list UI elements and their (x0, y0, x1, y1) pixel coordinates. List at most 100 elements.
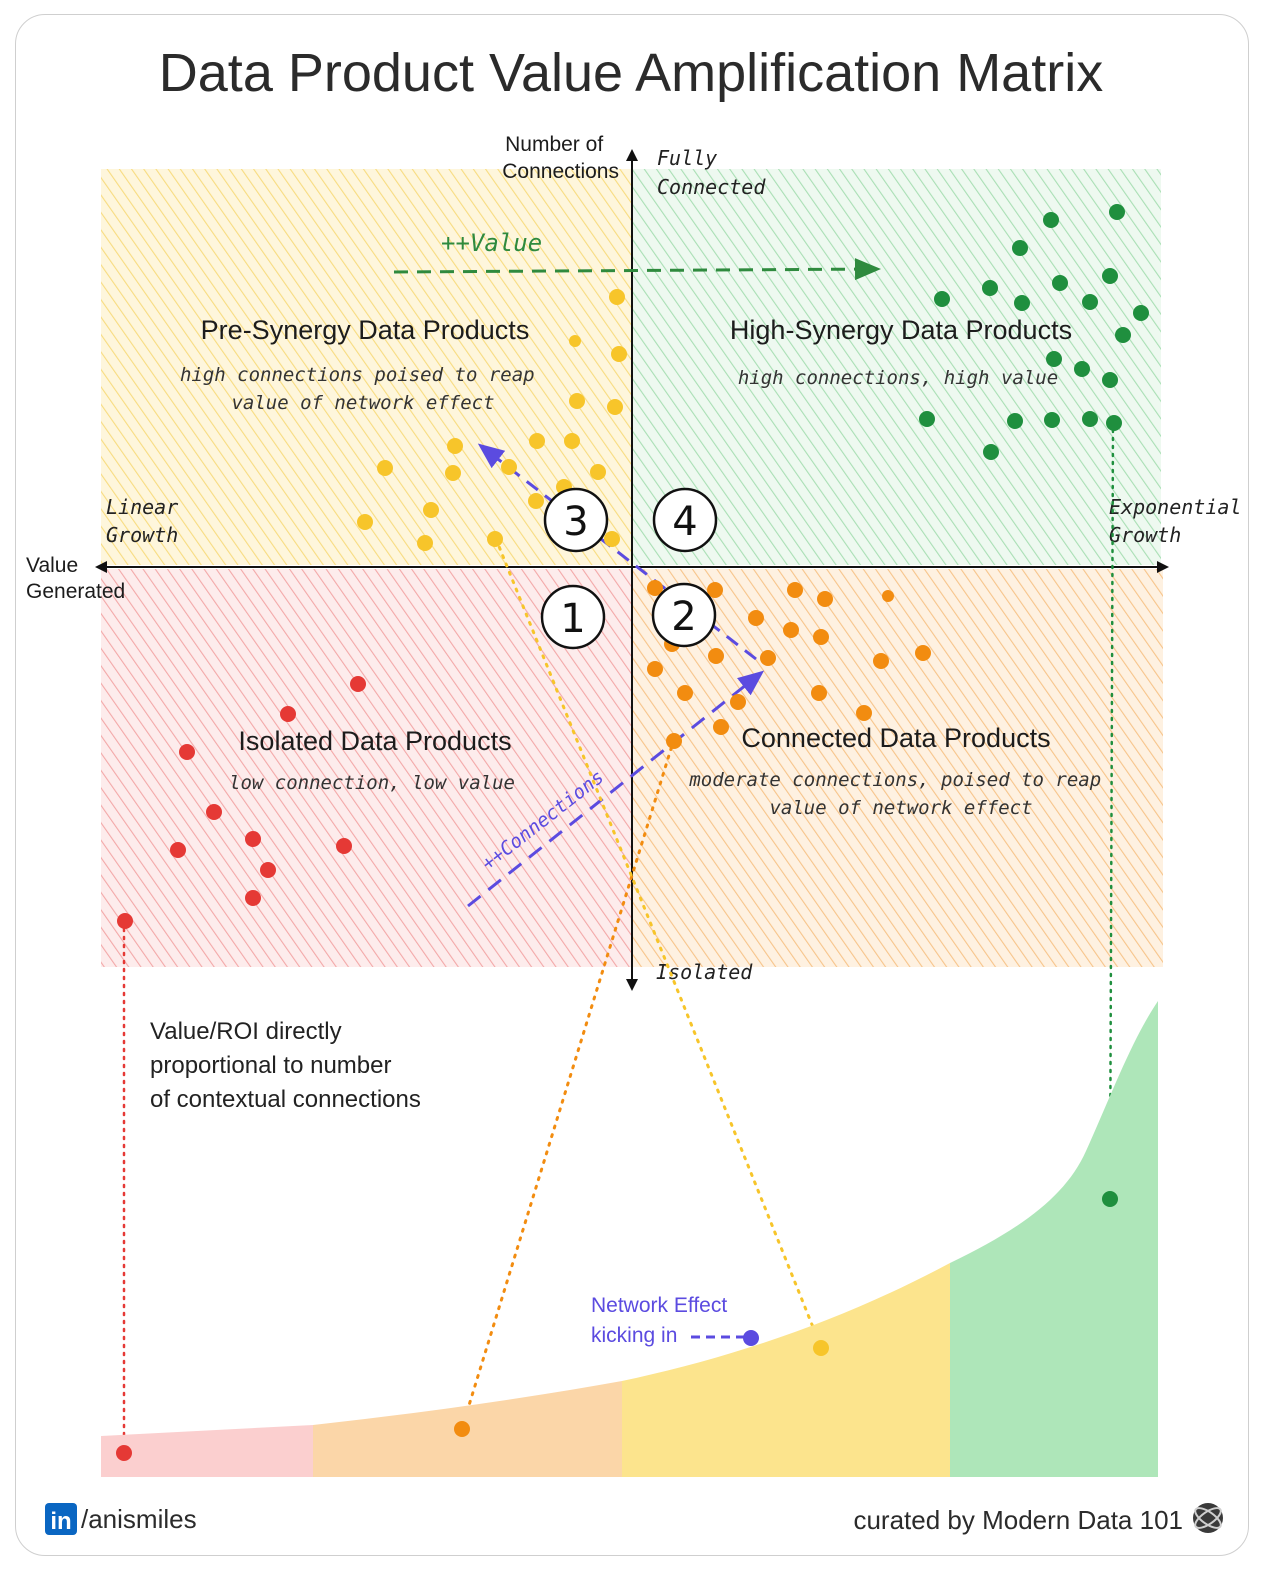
y-axis-label-line: Connections (502, 160, 619, 183)
y-axis-label-line: Number of (505, 133, 603, 156)
highsynergy-product-dot (1115, 327, 1131, 343)
connector-yellow (494, 537, 823, 1349)
presynergy-product-dot (611, 346, 627, 362)
linkedin-icon-letters: in (50, 1508, 71, 1535)
quadrant-number-1: 1 (540, 584, 606, 650)
x-right-line: Exponential (1109, 495, 1241, 519)
isolated-product-dot (117, 913, 133, 929)
quadrant-2-subtitle-line: value of network effect (769, 797, 1032, 819)
highsynergy-product-dot (1044, 412, 1060, 428)
presynergy-product-dot (445, 465, 461, 481)
presynergy-product-dot (447, 438, 463, 454)
connected-products-dots (647, 580, 931, 749)
connected-product-dot (787, 582, 803, 598)
highsynergy-product-dot (983, 444, 999, 460)
linkedin-link[interactable]: in /anismiles (45, 1503, 197, 1535)
isolated-product-dot (245, 890, 261, 906)
curve-marker-green (1102, 1191, 1118, 1207)
roi-note-line: of contextual connections (150, 1086, 421, 1113)
roi-note-line: Value/ROI directly (150, 1018, 342, 1045)
connected-product-dot (730, 694, 746, 710)
connections-arrow (467, 670, 765, 908)
presynergy-product-dot (569, 393, 585, 409)
connected-product-dot (813, 629, 829, 645)
y-axis-top-label: Fully Connected (657, 146, 766, 199)
presynergy-product-dot (528, 493, 544, 509)
x-axis-label: Value Generated (26, 554, 125, 603)
quadrant-number-3-label: 3 (563, 499, 588, 545)
isolated-product-dot (206, 804, 222, 820)
presynergy-product-dot (423, 502, 439, 518)
quadrant-1-subtitle: low connection, low value (229, 772, 515, 794)
presynergy-product-dot (529, 433, 545, 449)
presynergy-product-dot (590, 464, 606, 480)
connected-product-dot (915, 645, 931, 661)
quadrant-3-subtitle-line: value of network effect (231, 392, 494, 414)
x-axis-label-line: Value (26, 554, 78, 577)
highsynergy-product-dot (1007, 413, 1023, 429)
connected-product-dot (647, 661, 663, 677)
highsynergy-product-dot (1106, 415, 1122, 431)
connected-product-dot (666, 733, 682, 749)
network-effect-line: Network Effect (591, 1294, 727, 1317)
curve-marker-red (116, 1445, 132, 1461)
presynergy-product-dot (501, 459, 517, 475)
credit-text: curated by Modern Data 101 (853, 1505, 1183, 1535)
isolated-product-dot (336, 838, 352, 854)
x-right-line: Growth (1109, 523, 1181, 547)
quadrant-3-subtitle-line: high connections poised to reap (180, 364, 535, 386)
connected-product-dot (748, 610, 764, 626)
isolated-product-dot (280, 706, 296, 722)
curve-marker-orange (454, 1421, 470, 1437)
quadrant-4-subtitle: high connections, high value (738, 367, 1058, 389)
quadrant-3-subtitle: high connections poised to reap value of… (180, 364, 546, 414)
quadrant-number-1-label: 1 (560, 596, 585, 642)
roi-note-line: proportional to number (150, 1052, 391, 1079)
network-effect-marker (743, 1330, 759, 1346)
connected-product-dot (708, 648, 724, 664)
figure-frame: Data Product Value Amplification Matrix … (15, 14, 1249, 1556)
presynergy-product-dot (604, 531, 620, 547)
presynergy-product-dot (609, 289, 625, 305)
page-title: Data Product Value Amplification Matrix (159, 43, 1103, 103)
curve-segment-highsynergy (950, 1001, 1158, 1477)
connected-product-dot (783, 622, 799, 638)
connector-green (1108, 420, 1115, 1200)
value-arrow (393, 258, 881, 281)
x-axis-left-label: Linear Growth (106, 495, 190, 547)
quadrant-number-2: 2 (651, 582, 717, 648)
quadrant-4-bg (633, 169, 1161, 565)
quadrant-3-title: Pre-Synergy Data Products (201, 315, 530, 345)
y-axis-bottom-label: Isolated (656, 960, 753, 984)
isolated-product-dot (170, 842, 186, 858)
highsynergy-product-dot (1109, 204, 1125, 220)
quadrant-1-title: Isolated Data Products (238, 726, 511, 756)
matrix-diagram: Data Product Value Amplification Matrix … (26, 43, 1241, 1535)
highsynergy-product-dot (934, 291, 950, 307)
highsynergy-product-dot (1014, 295, 1030, 311)
modern-data-logo-icon (1193, 1503, 1223, 1533)
roi-note: Value/ROI directly proportional to numbe… (150, 1018, 421, 1113)
presynergy-product-dot (564, 433, 580, 449)
presynergy-product-dot (357, 514, 373, 530)
quadrant-number-3: 3 (543, 487, 609, 553)
connected-product-dot (856, 705, 872, 721)
presynergy-product-dot (569, 335, 581, 347)
connected-product-dot (707, 582, 723, 598)
linkedin-handle: /anismiles (81, 1504, 197, 1534)
x-axis-label-line: Generated (26, 580, 125, 603)
connected-product-dot (677, 685, 693, 701)
presynergy-product-dot (487, 531, 503, 547)
connected-product-dot (760, 650, 776, 666)
connected-product-dot (647, 580, 663, 596)
value-arrow-label: ++Value (441, 229, 542, 257)
presynergy-product-dot (377, 460, 393, 476)
connected-product-dot (811, 685, 827, 701)
network-effect-line: kicking in (591, 1324, 677, 1347)
presynergy-product-dot (607, 399, 623, 415)
highsynergy-product-dot (919, 411, 935, 427)
quadrant-4-title: High-Synergy Data Products (730, 315, 1072, 345)
isolated-products-dots (117, 676, 366, 929)
highsynergy-product-dot (982, 280, 998, 296)
highsynergy-product-dot (1046, 351, 1062, 367)
